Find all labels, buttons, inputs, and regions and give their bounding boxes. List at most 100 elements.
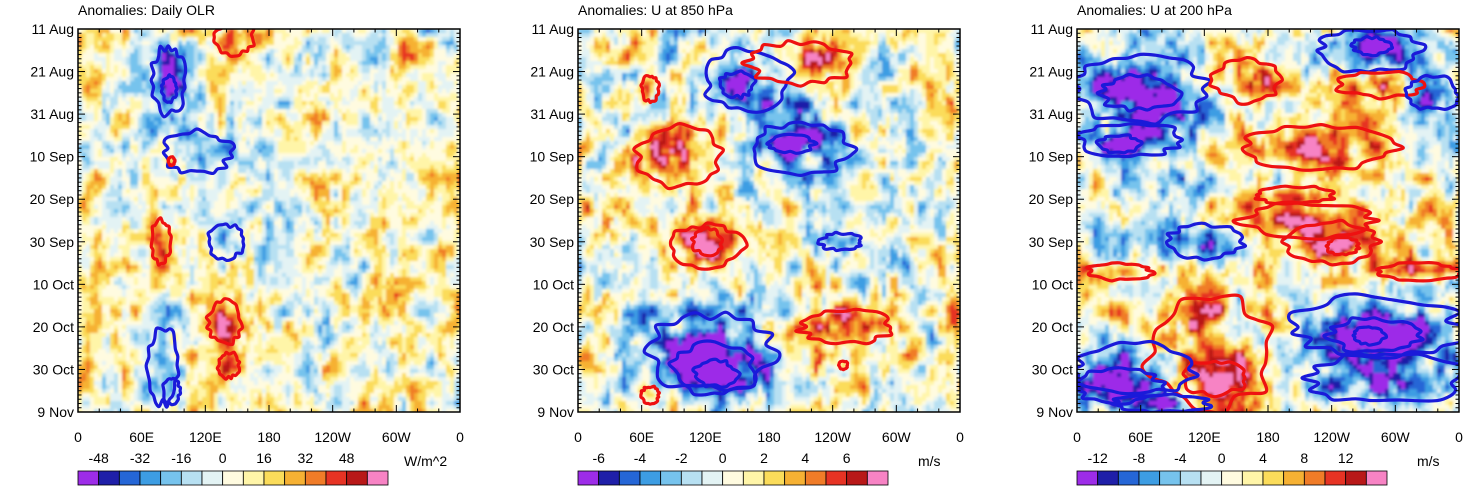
field-cell [146, 77, 151, 82]
field-cell [270, 57, 275, 62]
field-cell [278, 97, 283, 102]
field-cell [278, 41, 283, 46]
field-cell [450, 57, 455, 62]
field-cell [398, 217, 403, 222]
field-cell [102, 89, 107, 94]
field-cell [394, 137, 399, 142]
field-cell [194, 69, 199, 74]
field-cell [146, 65, 151, 70]
field-cell [338, 109, 343, 114]
field-cell [226, 121, 231, 126]
field-cell [438, 173, 443, 178]
field-cell [266, 73, 271, 78]
field-cell [302, 217, 307, 222]
field-cell [314, 105, 319, 110]
field-cell [418, 41, 423, 46]
field-cell [282, 53, 287, 58]
field-cell [446, 153, 451, 158]
field-cell [142, 61, 147, 66]
field-cell [426, 213, 431, 218]
field-cell [122, 193, 127, 198]
field-cell [254, 177, 259, 182]
field-cell [110, 157, 115, 162]
field-cell [314, 177, 319, 182]
field-cell [358, 121, 363, 126]
field-cell [402, 65, 407, 70]
field-cell [114, 69, 119, 74]
field-cell [182, 149, 187, 154]
field-cell [334, 173, 339, 178]
field-cell [222, 141, 227, 146]
field-cell [82, 201, 87, 206]
field-cell [230, 161, 235, 166]
field-cell [302, 125, 307, 130]
field-cell [306, 73, 311, 78]
field-cell [106, 177, 111, 182]
field-cell [334, 193, 339, 198]
field-cell [166, 233, 171, 238]
field-cell [122, 109, 127, 114]
field-cell [206, 165, 211, 170]
field-cell [338, 121, 343, 126]
field-cell [234, 229, 239, 234]
field-cell [438, 165, 443, 170]
field-cell [378, 69, 383, 74]
field-cell [250, 129, 255, 134]
field-cell [126, 125, 131, 130]
field-cell [274, 53, 279, 58]
field-cell [242, 45, 247, 50]
field-cell [218, 57, 223, 62]
field-cell [206, 197, 211, 202]
field-cell [326, 189, 331, 194]
field-cell [226, 209, 231, 214]
field-cell [82, 113, 87, 118]
field-cell [158, 205, 163, 210]
field-cell [210, 181, 215, 186]
field-cell [274, 169, 279, 174]
field-cell [110, 33, 115, 38]
field-cell [370, 77, 375, 82]
field-cell [430, 121, 435, 126]
field-cell [190, 165, 195, 170]
field-cell [438, 93, 443, 98]
field-cell [170, 217, 175, 222]
field-cell [346, 165, 351, 170]
field-cell [382, 45, 387, 50]
field-cell [118, 81, 123, 86]
field-cell [274, 49, 279, 54]
field-cell [370, 213, 375, 218]
field-cell [422, 169, 427, 174]
field-cell [398, 229, 403, 234]
field-cell [374, 165, 379, 170]
field-cell [262, 197, 267, 202]
field-cell [338, 205, 343, 210]
field-cell [282, 61, 287, 66]
field-cell [122, 145, 127, 150]
field-cell [150, 177, 155, 182]
field-cell [330, 41, 335, 46]
field-cell [178, 33, 183, 38]
field-cell [138, 125, 143, 130]
field-cell [166, 197, 171, 202]
field-cell [226, 49, 231, 54]
field-cell [250, 201, 255, 206]
field-cell [438, 161, 443, 166]
field-cell [310, 69, 315, 74]
field-cell [422, 157, 427, 162]
field-cell [242, 177, 247, 182]
field-cell [426, 233, 431, 238]
field-cell [262, 49, 267, 54]
field-cell [114, 49, 119, 54]
field-cell [318, 105, 323, 110]
field-cell [170, 221, 175, 226]
field-cell [86, 73, 91, 78]
field-cell [110, 229, 115, 234]
field-cell [262, 65, 267, 70]
field-cell [394, 229, 399, 234]
field-cell [98, 185, 103, 190]
field-cell [218, 81, 223, 86]
field-cell [174, 181, 179, 186]
field-cell [438, 217, 443, 222]
field-cell [338, 81, 343, 86]
field-cell [214, 129, 219, 134]
